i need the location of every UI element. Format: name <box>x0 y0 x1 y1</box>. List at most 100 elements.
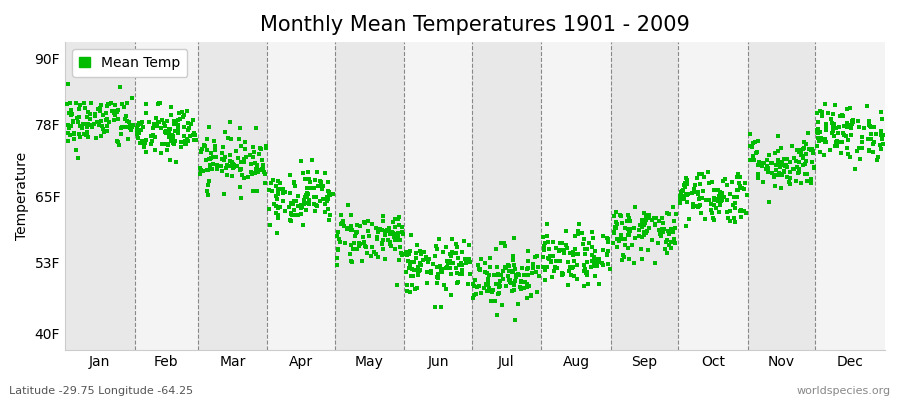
Point <box>177 112 192 118</box>
Point <box>218 153 232 160</box>
Point <box>320 195 334 201</box>
Point <box>505 268 519 275</box>
Point <box>67 117 81 124</box>
Point <box>739 192 753 198</box>
Point <box>736 208 751 214</box>
Point <box>166 121 181 128</box>
Point <box>662 231 677 238</box>
Point <box>542 256 556 263</box>
Point <box>445 260 459 266</box>
Point <box>171 130 185 136</box>
Point <box>323 212 338 219</box>
Point <box>258 170 273 177</box>
Point <box>137 138 151 144</box>
Point <box>849 166 863 172</box>
Point <box>320 196 335 202</box>
Point <box>644 217 659 224</box>
Point <box>874 128 888 135</box>
Point <box>857 125 871 131</box>
Point <box>764 170 778 176</box>
Point <box>499 264 513 270</box>
Point <box>183 133 197 139</box>
Point <box>713 189 727 195</box>
Point <box>695 171 709 177</box>
Point <box>321 188 336 194</box>
Point <box>566 264 580 270</box>
Point <box>811 134 825 141</box>
Point <box>439 265 454 271</box>
Point <box>100 116 114 122</box>
Point <box>770 160 785 166</box>
Point <box>792 169 806 176</box>
Point <box>493 277 508 284</box>
Point <box>855 134 869 140</box>
Point <box>496 276 510 282</box>
Point <box>428 304 442 310</box>
Point <box>731 187 745 193</box>
Point <box>196 142 211 148</box>
Point <box>791 170 806 176</box>
Point <box>698 216 713 222</box>
Point <box>834 112 849 118</box>
Point <box>505 288 519 294</box>
Point <box>769 167 783 173</box>
Point <box>275 186 290 192</box>
Point <box>648 220 662 227</box>
Point <box>167 118 182 124</box>
Point <box>728 205 742 211</box>
Point <box>568 246 582 252</box>
Point <box>266 177 280 184</box>
Point <box>713 200 727 207</box>
Point <box>243 169 257 176</box>
Point <box>100 128 114 134</box>
Point <box>249 164 264 170</box>
Point <box>418 248 432 255</box>
Point <box>400 252 415 258</box>
Point <box>167 139 182 145</box>
Point <box>760 157 774 163</box>
Point <box>483 255 498 261</box>
Point <box>864 124 878 130</box>
Point <box>466 294 481 301</box>
Point <box>189 136 203 143</box>
Point <box>806 164 821 170</box>
Point <box>358 244 373 250</box>
Point <box>864 130 878 137</box>
Point <box>521 258 535 264</box>
Point <box>742 131 757 137</box>
Point <box>139 137 153 143</box>
Point <box>810 143 824 149</box>
Point <box>768 183 782 189</box>
Point <box>147 121 161 128</box>
Point <box>768 150 782 157</box>
Point <box>432 236 446 242</box>
Point <box>250 187 265 194</box>
Point <box>375 213 390 220</box>
Point <box>445 292 459 298</box>
Point <box>246 144 260 150</box>
Point <box>445 236 459 242</box>
Point <box>395 252 410 258</box>
Point <box>827 120 842 127</box>
Point <box>115 124 130 130</box>
Point <box>376 246 391 252</box>
Point <box>519 295 534 301</box>
Point <box>356 219 371 225</box>
Point <box>592 256 607 262</box>
Point <box>555 269 570 276</box>
Point <box>171 122 185 128</box>
Point <box>786 165 800 172</box>
Point <box>92 122 106 128</box>
Point <box>145 138 159 144</box>
Point <box>765 160 779 166</box>
Point <box>273 186 287 192</box>
Point <box>367 249 382 255</box>
Point <box>536 264 551 270</box>
Point <box>257 179 272 186</box>
Point <box>438 286 453 292</box>
Point <box>498 243 512 249</box>
Point <box>125 122 140 128</box>
Point <box>756 179 770 186</box>
Point <box>713 202 727 208</box>
Point <box>395 251 410 258</box>
